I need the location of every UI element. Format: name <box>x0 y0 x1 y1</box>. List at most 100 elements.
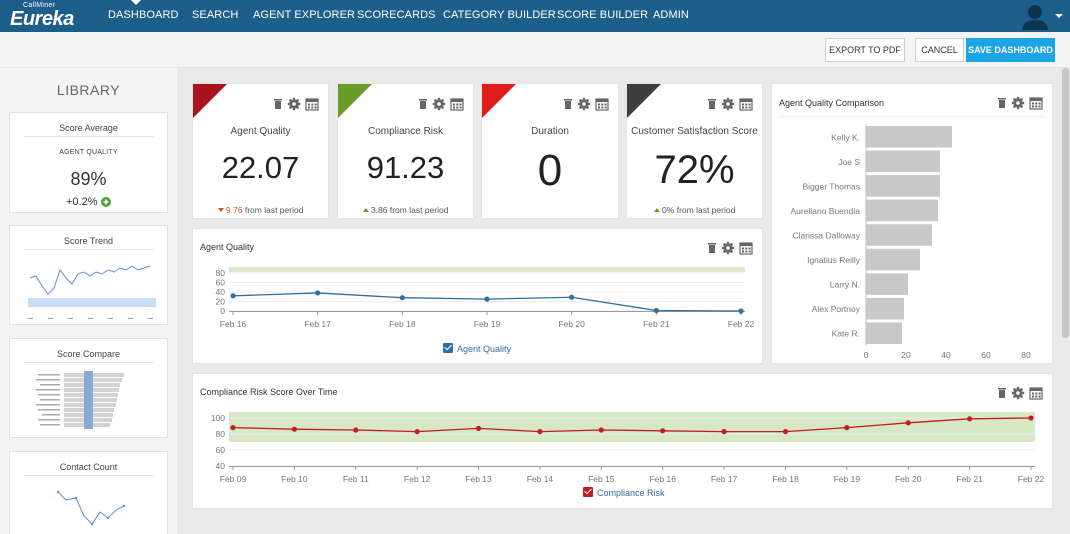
gear-icon[interactable] <box>577 97 591 111</box>
bar <box>866 297 904 320</box>
gear-tooth <box>437 107 441 111</box>
legend-checkbox-icon[interactable] <box>443 343 453 353</box>
gear-icon[interactable] <box>721 241 735 255</box>
gear-icon[interactable] <box>1011 96 1025 110</box>
gear-icon[interactable] <box>721 97 735 111</box>
gear-tooth <box>292 97 296 101</box>
calendar-day <box>311 106 314 109</box>
trash-lid <box>274 99 282 101</box>
trash-icon[interactable] <box>564 99 572 109</box>
calendar-day <box>1035 102 1038 105</box>
calendar-icon[interactable] <box>1029 387 1043 400</box>
data-point <box>230 293 236 299</box>
kpi-card-agent-quality[interactable]: Agent Quality 22.07 9.76 from last perio… <box>192 83 329 219</box>
kpi-delta: 3.86 from last period <box>338 205 473 215</box>
kpi-delta-value: 3.86 <box>370 205 388 215</box>
kpi-delta: 9.76 from last period <box>193 205 328 215</box>
gear-tooth <box>579 106 582 109</box>
gear-tooth <box>723 106 726 109</box>
trash-icon[interactable] <box>998 98 1006 108</box>
library-widget-score-compare[interactable]: Score Compare <box>9 338 168 438</box>
widget-tools <box>272 97 320 111</box>
calendar-day <box>314 106 317 109</box>
kpi-card-compliance-risk[interactable]: Compliance Risk 91.23 3.86 from last per… <box>337 83 474 219</box>
agent-quality-comparison-card[interactable]: Agent Quality Comparison Kelly K. Joe S Bi… <box>771 83 1053 364</box>
legend-checkbox-icon[interactable] <box>583 487 593 497</box>
nav-category-builder[interactable]: CATEGORY BUILDER <box>443 9 556 21</box>
cancel-button[interactable]: CANCEL <box>915 38 964 62</box>
nav-score-builder[interactable]: SCORE BUILDER <box>557 9 649 21</box>
nav-admin[interactable]: ADMIN <box>653 9 689 21</box>
scrollbar-thumb[interactable] <box>1062 68 1069 338</box>
y-tick-label: 80 <box>216 429 226 439</box>
active-caret-icon <box>131 0 141 5</box>
trash-icon[interactable] <box>274 99 282 109</box>
gear-icon[interactable] <box>287 97 301 111</box>
action-bar: EXPORT TO PDF CANCEL SAVE DASHBOARD <box>0 32 1070 68</box>
x-tick-label: Feb 16 <box>220 319 247 329</box>
export-pdf-button[interactable]: EXPORT TO PDF <box>825 38 905 62</box>
gear-hole <box>292 102 296 106</box>
x-tick-label: Feb 19 <box>834 474 861 484</box>
calendar-icon[interactable] <box>1029 97 1043 110</box>
gear-tooth <box>726 97 730 101</box>
divider <box>24 475 154 476</box>
calendar-icon[interactable] <box>450 98 464 111</box>
calendar-header <box>740 99 752 102</box>
gear-tooth <box>1020 388 1023 391</box>
library-widget-score-trend[interactable]: Score Trend <box>9 225 168 325</box>
trash-lid <box>564 99 572 101</box>
data-point <box>967 416 973 422</box>
save-dashboard-button[interactable]: SAVE DASHBOARD <box>966 38 1055 62</box>
chart-legend[interactable]: Compliance Risk <box>583 487 665 498</box>
kpi-card-customer-satisfaction[interactable]: Customer Satisfaction Score 72% 0% from … <box>626 83 763 219</box>
vertical-scrollbar[interactable] <box>1061 68 1070 534</box>
gear-tooth <box>296 106 299 109</box>
nav-scorecards[interactable]: SCORECARDS <box>357 9 436 21</box>
gear-tooth <box>726 251 730 255</box>
calendar-day <box>745 250 748 253</box>
score-average-title: Score Average <box>59 123 118 133</box>
data-point <box>484 296 490 302</box>
trash-icon[interactable] <box>998 388 1006 398</box>
y-tick-label: 40 <box>216 461 226 471</box>
data-point <box>653 307 659 314</box>
library-widget-score-average[interactable]: Score Average AGENT QUALITY 89% +0.2% <box>9 112 168 213</box>
bar <box>866 150 940 173</box>
calendar-day <box>1032 105 1034 108</box>
calendar-day <box>748 250 751 253</box>
kpi-card-duration[interactable]: Duration 0 <box>481 83 619 219</box>
widget-tool-icons <box>419 97 464 111</box>
nav-agent-explorer[interactable]: AGENT EXPLORER <box>253 9 356 21</box>
calendar-icon[interactable] <box>595 98 609 111</box>
gear-icon[interactable] <box>1011 386 1025 400</box>
trash-icon[interactable] <box>419 99 427 109</box>
x-tick-label: Feb 19 <box>474 319 501 329</box>
user-avatar-icon[interactable] <box>1020 2 1050 30</box>
gear-icon[interactable] <box>432 97 446 111</box>
user-menu-chevron-icon[interactable] <box>1055 14 1063 18</box>
library-widget-contact-count[interactable]: Contact Count <box>9 451 168 534</box>
top-nav: CallMiner Eureka DASHBOARD SEARCH AGENT … <box>0 0 1070 32</box>
category-label: Ignatius Reilly <box>807 255 861 265</box>
chart-legend[interactable]: Agent Quality <box>443 343 511 354</box>
trash-icon[interactable] <box>708 99 716 109</box>
nav-search[interactable]: SEARCH <box>192 9 239 21</box>
calendar-icon[interactable] <box>739 242 753 255</box>
data-point <box>738 308 744 314</box>
nav-dashboard[interactable]: DASHBOARD <box>108 9 179 21</box>
category-label: Bigger Thomas <box>803 181 860 191</box>
calendar-icon[interactable] <box>305 98 319 111</box>
compliance-risk-chart-card[interactable]: Compliance Risk Score Over Time 40 60 80 10… <box>192 373 1053 509</box>
calendar-header <box>1030 388 1042 391</box>
score-compare-title: Score Compare <box>56 349 121 359</box>
kpi-value: 22.07 <box>221 150 300 185</box>
calendar-icon[interactable] <box>739 98 753 111</box>
gear-tooth <box>579 99 582 102</box>
trash-icon[interactable] <box>708 243 716 253</box>
widget-tool-icons <box>274 97 319 111</box>
agent-quality-chart-card[interactable]: Agent Quality 0 20 40 60 80 Feb 16 Feb 17 Feb 1… <box>192 228 763 364</box>
logo-main-text: Eureka <box>10 8 74 30</box>
gear-tooth <box>434 106 437 109</box>
